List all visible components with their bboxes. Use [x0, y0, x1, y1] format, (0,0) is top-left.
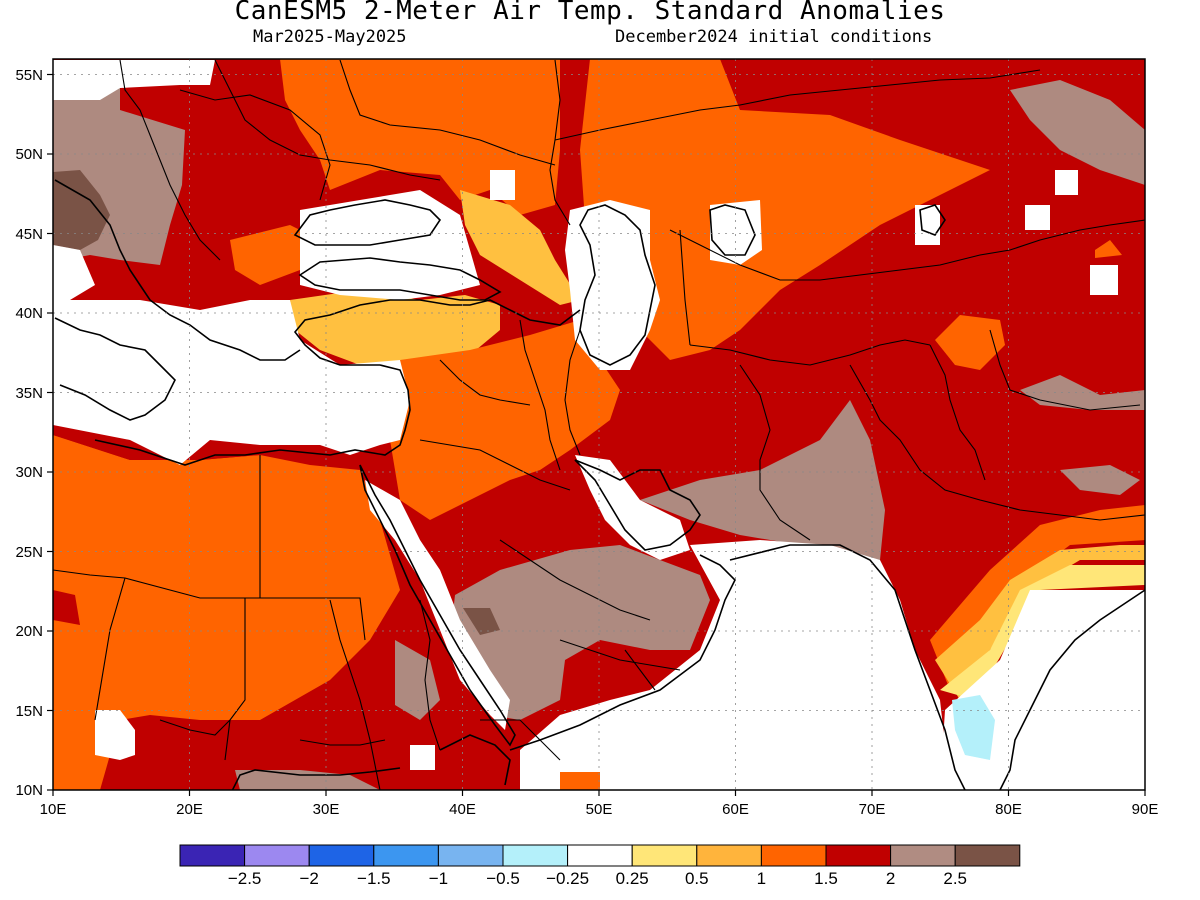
field-tan-tibet-south — [1060, 465, 1140, 495]
x-tick-label: 90E — [1132, 801, 1159, 818]
field-white-ukraine — [490, 170, 515, 200]
field-tan-sudan — [395, 640, 440, 720]
colorbar-label: 2.5 — [943, 869, 967, 888]
y-axis-labels: 10N 15N 20N 25N 30N 35N 40N 45N 50N 55N — [15, 67, 43, 799]
colorbar-swatch — [567, 844, 633, 867]
y-tick-label: 10N — [15, 782, 43, 799]
field-white-dzungaria — [1090, 265, 1118, 295]
field-orange-somalia — [560, 772, 600, 790]
political-borders — [53, 59, 1145, 790]
colorbar-label: 2 — [886, 869, 895, 888]
anomaly-fields — [53, 59, 1145, 790]
forecast-period: Mar2025-May2025 — [253, 27, 407, 47]
field-white-kazakh-north — [1055, 170, 1078, 195]
gridlines — [53, 59, 1145, 790]
field-white-chad — [95, 710, 135, 760]
field-white-arabian-sea — [520, 540, 950, 790]
field-orange-north-africa — [53, 435, 400, 790]
field-white-balkhash — [915, 205, 940, 245]
colorbar-label: −1 — [429, 869, 448, 888]
colorbar-label: 0.5 — [685, 869, 709, 888]
x-tick-label: 20E — [176, 801, 203, 818]
field-tan-iran-pakistan — [640, 400, 885, 560]
x-tick-label: 60E — [722, 801, 749, 818]
colorbar-swatch — [437, 844, 504, 867]
colorbar-label: −0.5 — [486, 869, 520, 888]
field-orange-central-asia — [580, 59, 990, 360]
field-orange-sw-asia — [935, 315, 1005, 370]
y-tick-label: 50N — [15, 146, 43, 163]
x-tick-label: 50E — [586, 801, 613, 818]
colorbar-swatch — [631, 844, 698, 867]
colorbar-swatch — [373, 844, 439, 867]
field-orange-middle-east — [390, 320, 620, 520]
field-brown-alps — [53, 170, 110, 250]
map-title: CanESM5 2-Meter Air Temp. Standard Anoma… — [234, 0, 946, 26]
field-light-cyan-india — [952, 695, 995, 760]
field-tan-arabia — [450, 545, 710, 720]
field-pale-yellow-india — [940, 565, 1145, 700]
colorbar-label: 1 — [757, 869, 766, 888]
y-tick-label: 45N — [15, 226, 43, 243]
colorbar-label: −2 — [300, 869, 319, 888]
y-tick-label: 35N — [15, 385, 43, 402]
field-white-ethiopia — [410, 745, 435, 770]
x-tick-label: 80E — [995, 801, 1022, 818]
field-white-mongolia — [1025, 205, 1050, 230]
field-light-orange-caucasus — [460, 190, 580, 305]
y-tick-label: 15N — [15, 703, 43, 720]
colorbar-swatch — [502, 844, 569, 867]
x-tick-label: 30E — [313, 801, 340, 818]
colorbar-label: −0.25 — [546, 869, 589, 888]
field-white-tunisia — [53, 245, 95, 300]
field-orange-west-africa — [53, 590, 80, 625]
field-white-north-europe — [53, 60, 215, 100]
field-white-black-sea — [300, 190, 480, 300]
field-white-mediterranean — [53, 300, 410, 465]
y-tick-label: 55N — [15, 67, 43, 84]
y-tick-label: 25N — [15, 544, 43, 561]
colorbar-swatch — [179, 844, 246, 867]
x-tick-label: 40E — [449, 801, 476, 818]
colorbar-label: 1.5 — [814, 869, 838, 888]
axis-ticks — [47, 73, 1146, 796]
colorbar-swatch — [954, 844, 1021, 867]
colorbar-swatch — [825, 844, 892, 867]
colorbar: −2.5 −2 −1.5 −1 −0.5 −0.25 0.25 0.5 1 1.5 2 2.5 — [179, 844, 1021, 888]
y-tick-label: 30N — [15, 464, 43, 481]
colorbar-label: 0.25 — [616, 869, 649, 888]
colorbar-swatch — [696, 844, 762, 867]
colorbar-swatch — [308, 844, 375, 867]
field-white-gulf — [575, 455, 690, 560]
initial-conditions: December2024 initial conditions — [615, 27, 933, 47]
x-tick-label: 10E — [40, 801, 67, 818]
colorbar-label: −2.5 — [228, 869, 262, 888]
x-axis-labels: 10E 20E 30E 40E 50E 60E 70E 80E 90E — [40, 801, 1159, 818]
field-brown-arabia — [463, 608, 500, 635]
field-orange-tibet — [1095, 240, 1122, 258]
colorbar-swatch — [890, 844, 956, 867]
colorbar-swatch — [760, 844, 827, 867]
colorbar-swatch — [244, 844, 310, 867]
coastlines — [54, 179, 1145, 790]
y-tick-label: 40N — [15, 305, 43, 322]
field-tan-central-asia — [1010, 80, 1145, 185]
y-tick-label: 20N — [15, 623, 43, 640]
colorbar-label: −1.5 — [357, 869, 391, 888]
field-orange-balkans — [230, 225, 320, 285]
x-tick-label: 70E — [859, 801, 886, 818]
